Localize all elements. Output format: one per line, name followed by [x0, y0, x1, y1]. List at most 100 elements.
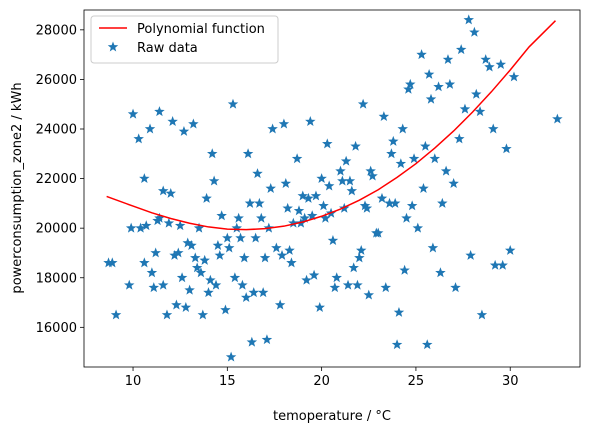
scatter-point [169, 249, 180, 260]
scatter-point [210, 279, 222, 290]
scatter-point [501, 143, 512, 154]
scatter-point [154, 106, 165, 117]
scatter-point [504, 244, 516, 255]
scatter-point [359, 200, 371, 211]
scatter-point [284, 244, 295, 255]
scatter-point [320, 212, 331, 223]
scatter-point [246, 336, 258, 347]
scatter-point [342, 279, 354, 290]
scatter-point [318, 200, 329, 211]
scatter-point [188, 118, 199, 129]
scatter-point [340, 155, 352, 166]
scatter-point [408, 153, 420, 164]
scatter-point [437, 197, 448, 208]
scatter-point [199, 254, 210, 265]
scatter-point [150, 247, 161, 258]
scatter-point [301, 274, 312, 285]
scatter-point [176, 272, 188, 283]
scatter-point [308, 269, 320, 280]
scatter-point [201, 192, 212, 203]
scatter-point [229, 272, 241, 283]
scatter-point [248, 287, 259, 298]
scatter-point [193, 222, 205, 233]
scatter-point [337, 175, 348, 186]
scatter-point [291, 153, 303, 164]
scatter-point [412, 222, 424, 233]
scatter-point [299, 212, 310, 223]
scatter-point [488, 123, 499, 134]
scatter-point [282, 202, 293, 213]
scatter-point [276, 249, 288, 260]
scatter-point [237, 279, 248, 290]
scatter-point [335, 165, 346, 176]
legend-label-raw-data: Raw data [137, 41, 198, 56]
scatter-point [154, 212, 165, 223]
scatter-point [344, 175, 356, 186]
scatter-point [508, 71, 520, 82]
scatter-point [489, 259, 501, 270]
scatter-point [357, 98, 369, 109]
scatter-point [278, 118, 290, 129]
y-tick-label: 22000 [36, 172, 77, 187]
scatter-point [148, 282, 160, 293]
scatter-point [125, 222, 137, 233]
polynomial-line [106, 20, 557, 231]
scatter-point [141, 220, 152, 231]
x-tick-label: 25 [408, 374, 425, 389]
scatter-point [305, 116, 316, 127]
scatter-point [280, 178, 292, 188]
scatter-point [173, 247, 184, 258]
scatter-point [161, 309, 173, 320]
scatter-point [250, 232, 261, 243]
scatter-point [261, 334, 273, 345]
scatter-point [350, 140, 361, 151]
scatter-point [471, 88, 482, 99]
scatter-point [157, 279, 169, 290]
scatter-point [448, 178, 459, 188]
scatter-point [455, 44, 467, 55]
scatter-point [133, 133, 144, 144]
scatter-point [459, 103, 471, 114]
scatter-point [322, 138, 333, 149]
scatter-point [239, 252, 250, 263]
x-axis-ticks: 10 15 20 25 30 [125, 367, 518, 389]
scatter-point [429, 153, 441, 164]
scatter-point [393, 306, 405, 317]
scatter-point [416, 49, 427, 60]
scatter-point [425, 93, 437, 104]
x-tick-label: 15 [219, 374, 236, 389]
scatter-point [225, 351, 237, 362]
scatter-point [220, 304, 231, 315]
scatter-point [365, 165, 376, 176]
scatter-point [327, 235, 339, 246]
scatter-point [476, 309, 488, 320]
y-tick-label: 18000 [36, 271, 77, 286]
scatter-point [405, 78, 416, 89]
scatter-point [395, 158, 407, 169]
scatter-point [303, 192, 314, 203]
scatter-point [297, 190, 308, 201]
scatter-point [474, 106, 486, 117]
y-tick-label: 16000 [36, 321, 77, 336]
scatter-point [171, 299, 182, 310]
scatter-point [286, 257, 297, 268]
scatter-point [406, 200, 418, 211]
scatter-point [163, 217, 175, 228]
scatter-point [397, 123, 408, 134]
scatter-point [346, 185, 358, 196]
scatter-point [271, 242, 282, 253]
scatter-point [352, 279, 363, 290]
scatter-point [144, 123, 156, 134]
scatter-point [423, 68, 435, 79]
scatter-point [146, 267, 158, 278]
scatter-point [422, 339, 433, 350]
scatter-point [207, 148, 218, 159]
y-axis-label: powerconsumption_zone2 / kWh [10, 82, 25, 293]
scatter-point [227, 98, 239, 109]
scatter-point [180, 302, 192, 312]
scatter-point [389, 197, 401, 208]
scatter-point [418, 183, 429, 193]
scatter-point [497, 259, 508, 270]
scatter-point [165, 187, 176, 198]
